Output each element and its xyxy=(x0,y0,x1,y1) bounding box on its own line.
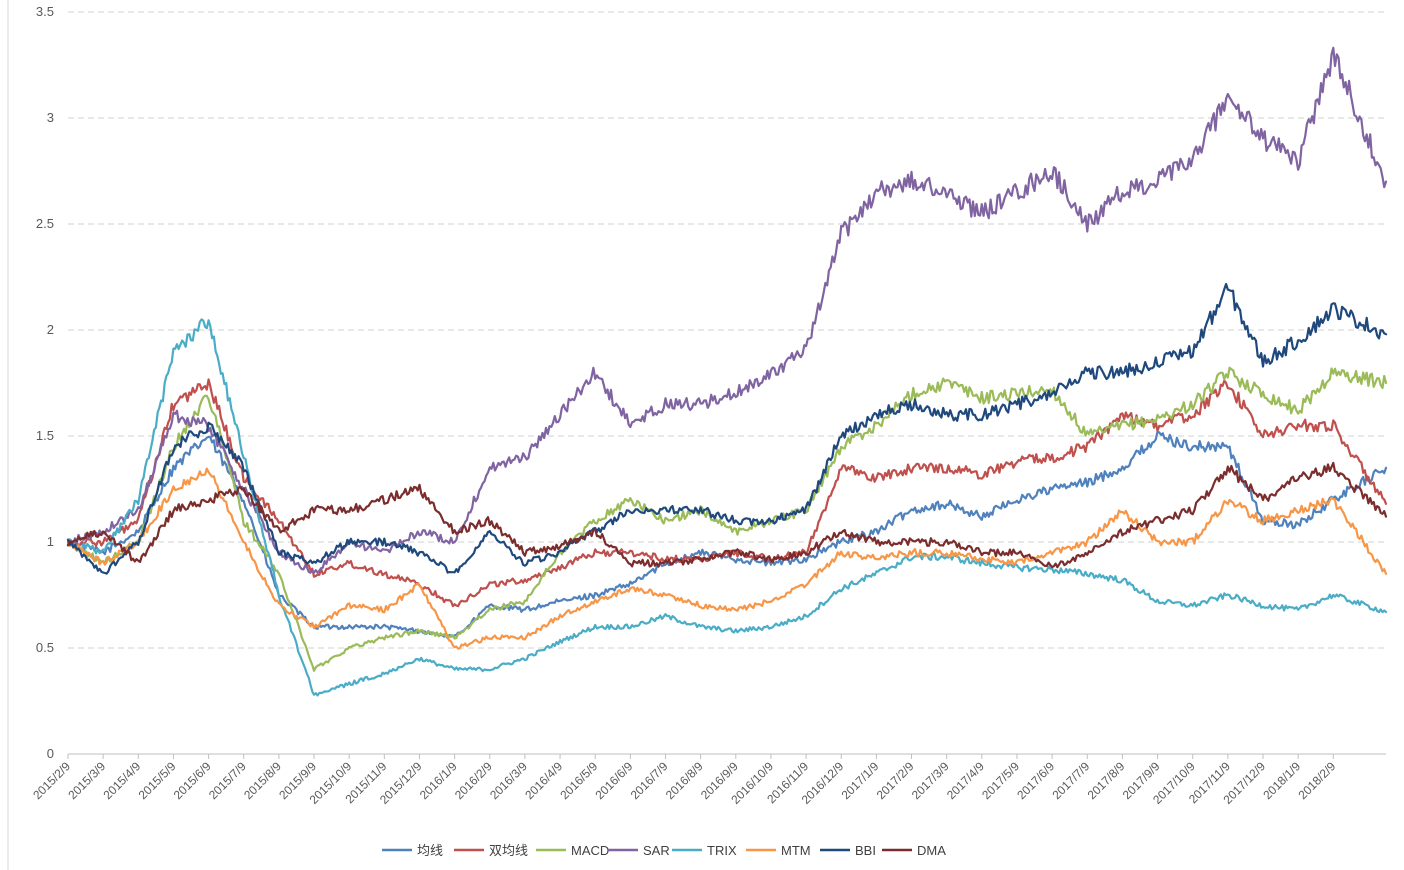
series-line-4 xyxy=(66,46,1388,574)
series-line-6 xyxy=(66,467,1388,650)
x-tick-label: 2018/1/9 xyxy=(1260,759,1303,802)
y-tick-label: 1 xyxy=(47,534,54,549)
x-tick-label: 2015/2/9 xyxy=(30,759,73,802)
legend-label: DMA xyxy=(917,843,946,858)
axes xyxy=(7,0,1386,870)
y-tick-label: 0.5 xyxy=(36,640,54,655)
x-tick-label: 2016/5/9 xyxy=(557,759,600,802)
x-tick-label: 2017/6/9 xyxy=(1014,759,1057,802)
x-tick-label: 2017/2/9 xyxy=(874,759,917,802)
y-tick-label: 0 xyxy=(47,746,54,761)
x-tick-label: 2016/4/9 xyxy=(522,759,565,802)
legend: 均线 双均线 MACD SAR TRIX MTM BBI DMA xyxy=(382,843,946,858)
series-line-2 xyxy=(66,378,1388,608)
x-tick-label: 2017/3/9 xyxy=(909,759,952,802)
x-axis-tick-labels: 2015/2/92015/3/92015/4/92015/5/92015/6/9… xyxy=(30,759,1338,807)
legend-label: 均线 xyxy=(417,843,443,858)
x-tick-label: 2016/3/9 xyxy=(487,759,530,802)
x-tick-label: 2017/1/9 xyxy=(839,759,882,802)
legend-label: TRIX xyxy=(707,843,737,858)
x-tick-label: 2016/2/9 xyxy=(452,759,495,802)
y-tick-label: 3.5 xyxy=(36,4,54,19)
series-line-3 xyxy=(66,366,1388,672)
legend-label: MTM xyxy=(781,843,811,858)
series-line-1 xyxy=(66,430,1388,640)
series-line-7 xyxy=(66,282,1388,575)
x-tick-label: 2016/8/9 xyxy=(663,759,706,802)
legend-label: MACD xyxy=(571,843,609,858)
x-tick-label: 2017/5/9 xyxy=(979,759,1022,802)
x-tick-label: 2017/4/9 xyxy=(944,759,987,802)
series-lines xyxy=(66,46,1388,697)
x-tick-label: 2017/8/9 xyxy=(1085,759,1128,802)
y-tick-label: 1.5 xyxy=(36,428,54,443)
x-tick-label: 2015/6/9 xyxy=(171,759,214,802)
x-tick-label: 2018/2/9 xyxy=(1295,759,1338,802)
series-line-5 xyxy=(66,318,1388,697)
x-tick-label: 2015/8/9 xyxy=(241,759,284,802)
legend-label: BBI xyxy=(855,843,876,858)
x-tick-label: 2015/5/9 xyxy=(136,759,179,802)
x-tick-label: 2015/4/9 xyxy=(100,759,143,802)
y-axis-tick-labels: 0 0.5 1 1.5 2 2.5 3 3.5 xyxy=(36,4,54,761)
legend-label: SAR xyxy=(643,843,670,858)
x-tick-label: 2015/7/9 xyxy=(206,759,249,802)
legend-label: 双均线 xyxy=(489,843,528,858)
x-tick-label: 2016/7/9 xyxy=(628,759,671,802)
x-tick-label: 2017/7/9 xyxy=(1049,759,1092,802)
series-line-8 xyxy=(66,461,1388,569)
x-tick-label: 2016/1/9 xyxy=(417,759,460,802)
x-tick-label: 2015/3/9 xyxy=(65,759,108,802)
y-tick-label: 3 xyxy=(47,110,54,125)
x-tick-label: 2016/6/9 xyxy=(593,759,636,802)
y-tick-label: 2.5 xyxy=(36,216,54,231)
y-tick-label: 2 xyxy=(47,322,54,337)
